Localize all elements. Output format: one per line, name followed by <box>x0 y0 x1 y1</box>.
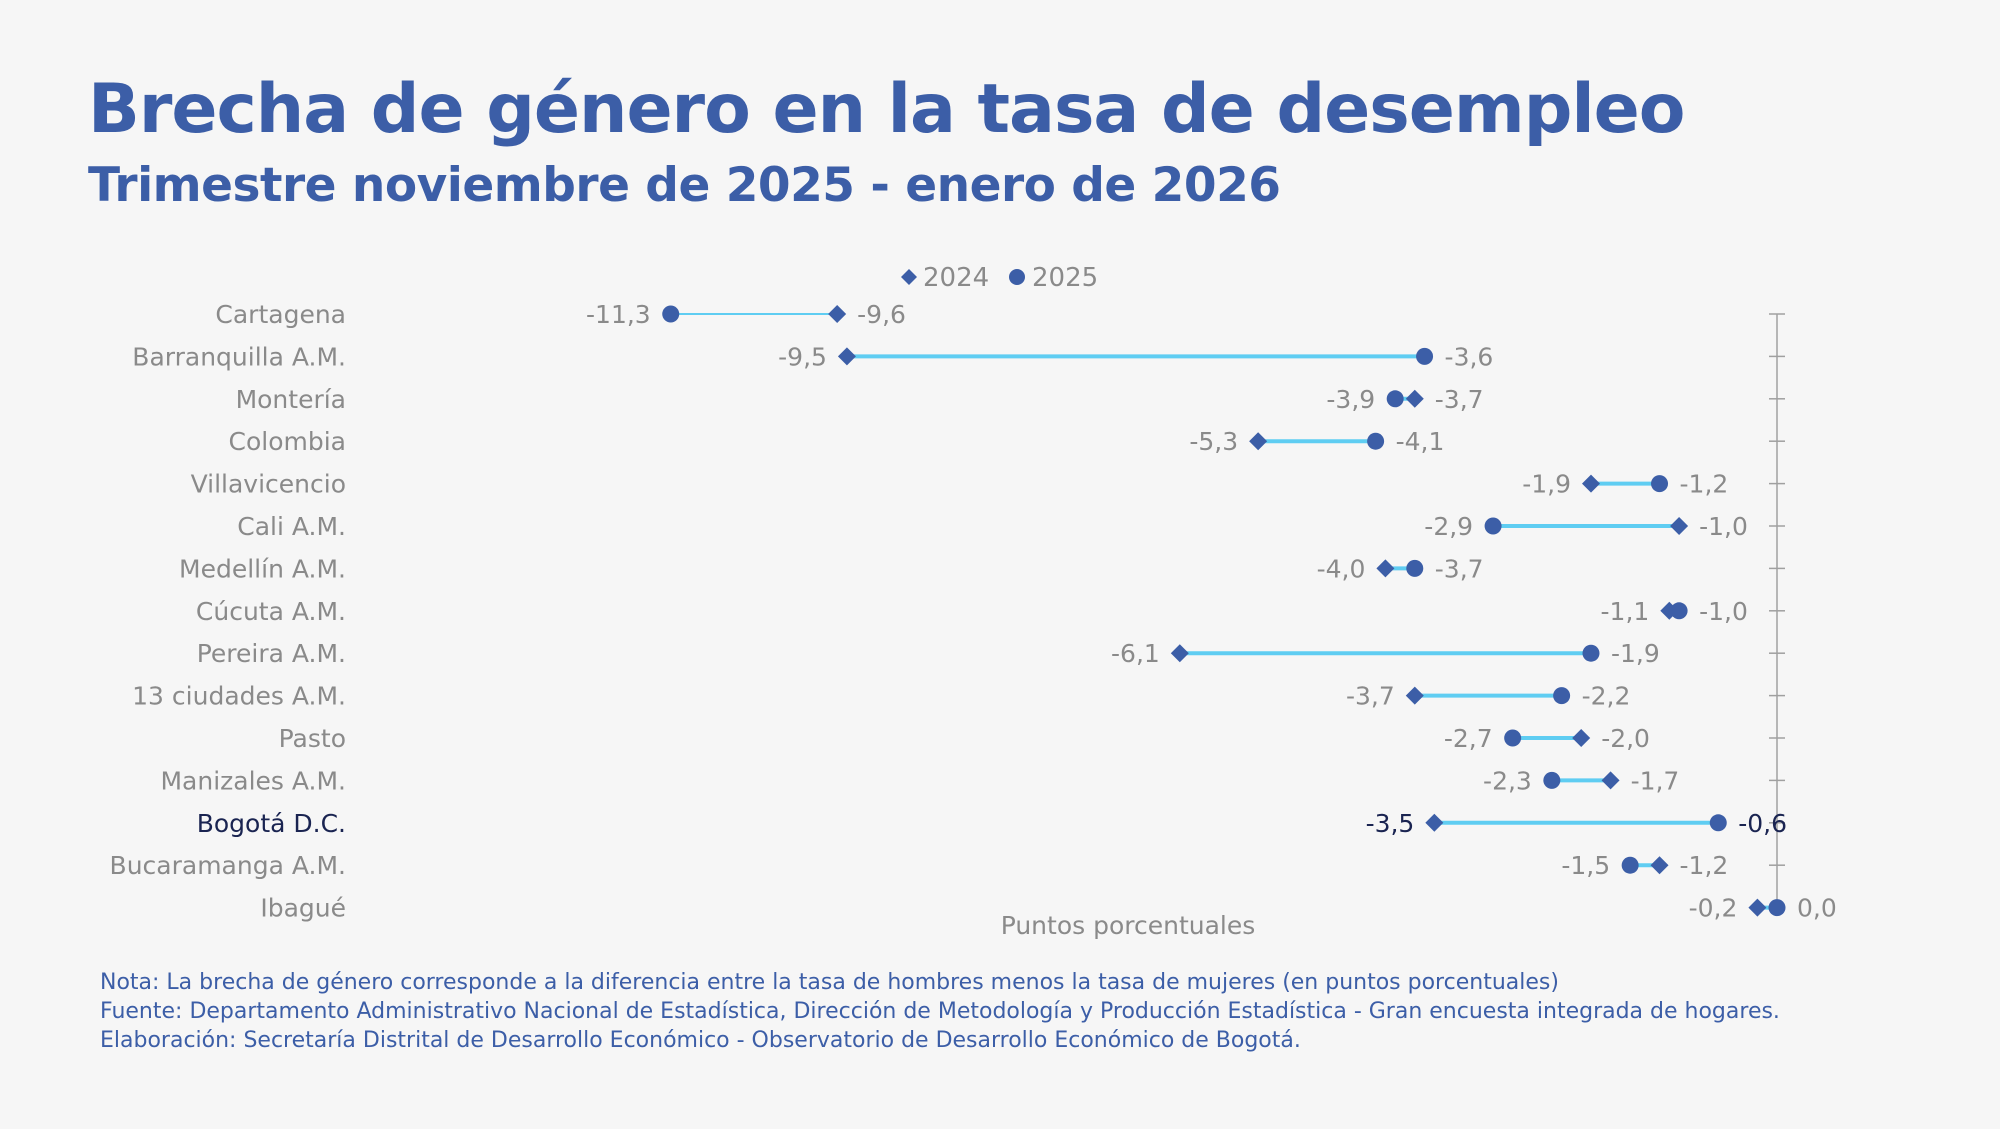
value-label: -3,5 <box>1366 809 1415 838</box>
note-text: Nota: La brecha de género corresponde a … <box>100 970 1559 995</box>
chart-notes: Nota: La brecha de género corresponde a … <box>100 968 1780 1055</box>
marker-2024 <box>1670 517 1689 535</box>
legend-label-2025: 2025 <box>1032 263 1098 293</box>
value-label: -3,7 <box>1435 554 1484 583</box>
value-label: -2,0 <box>1601 724 1650 753</box>
chart-subtitle: Trimestre noviembre de 2025 - enero de 2… <box>88 158 1281 213</box>
marker-2025 <box>1621 856 1639 874</box>
category-label: Colombia <box>229 427 346 456</box>
value-label: -2,7 <box>1444 724 1493 753</box>
marker-2025 <box>1651 475 1669 493</box>
value-label: -2,2 <box>1582 682 1631 711</box>
value-label: -11,3 <box>586 300 651 329</box>
marker-2025 <box>662 305 680 323</box>
marker-2025 <box>1709 814 1727 832</box>
marker-2025 <box>1582 644 1600 662</box>
value-label: -9,5 <box>778 342 827 371</box>
category-label: 13 ciudades A.M. <box>132 682 346 711</box>
category-label: Bucaramanga A.M. <box>110 851 346 880</box>
category-label: Ibagué <box>260 894 346 923</box>
value-label: -1,1 <box>1601 597 1650 626</box>
marker-2024 <box>828 305 847 323</box>
value-label: -0,6 <box>1738 809 1787 838</box>
value-label: -1,2 <box>1680 470 1729 499</box>
value-label: -1,7 <box>1631 766 1680 795</box>
value-label: -1,9 <box>1522 470 1571 499</box>
marker-2024 <box>1425 813 1444 832</box>
value-label: -5,3 <box>1189 427 1238 456</box>
marker-2025 <box>1504 729 1522 747</box>
value-label: -1,0 <box>1699 512 1748 541</box>
value-label: -2,3 <box>1483 766 1532 795</box>
x-axis-label: Puntos porcentuales <box>1001 911 1256 940</box>
value-label: 0,0 <box>1797 894 1837 923</box>
marker-2025 <box>1406 559 1424 577</box>
value-label: -3,7 <box>1346 682 1395 711</box>
marker-2025 <box>1768 899 1786 917</box>
value-label: -3,7 <box>1435 385 1484 414</box>
category-label: Cúcuta A.M. <box>196 597 346 626</box>
value-label: -1,9 <box>1611 639 1660 668</box>
legend-diamond-icon <box>901 269 917 285</box>
value-label: -0,2 <box>1689 894 1738 923</box>
marker-2024 <box>1572 729 1591 747</box>
category-label: Villavicencio <box>191 470 346 499</box>
marker-2024 <box>1376 559 1395 578</box>
marker-2025 <box>1553 687 1571 705</box>
marker-2025 <box>1670 602 1688 620</box>
category-label: Manizales A.M. <box>160 766 346 795</box>
value-label: -3,6 <box>1445 342 1494 371</box>
category-label: Cali A.M. <box>237 512 346 541</box>
value-label: -1,2 <box>1680 851 1729 880</box>
category-label: Medellín A.M. <box>179 554 346 583</box>
chart-title: Brecha de género en la tasa de desempleo <box>88 70 1686 149</box>
value-label: -4,0 <box>1317 554 1366 583</box>
value-label: -9,6 <box>857 300 906 329</box>
source-text: Fuente: Departamento Administrativo Naci… <box>100 999 1780 1024</box>
marker-2025 <box>1416 347 1434 365</box>
marker-2024 <box>1748 898 1767 917</box>
credits-text: Elaboración: Secretaría Distrital de Des… <box>100 1028 1301 1053</box>
marker-2024 <box>1601 771 1620 790</box>
marker-2024 <box>837 347 856 366</box>
category-label: Bogotá D.C. <box>197 809 346 838</box>
marker-2024 <box>1249 432 1268 451</box>
marker-2025 <box>1484 517 1502 535</box>
value-label: -6,1 <box>1111 639 1160 668</box>
marker-2025 <box>1367 432 1385 450</box>
category-label: Pasto <box>279 724 346 753</box>
category-label: Barranquilla A.M. <box>132 342 346 371</box>
marker-2024 <box>1581 474 1600 493</box>
marker-2024 <box>1650 856 1669 875</box>
value-label: -4,1 <box>1396 427 1445 456</box>
marker-2024 <box>1405 686 1424 705</box>
marker-2025 <box>1386 390 1404 408</box>
legend-label-2024: 2024 <box>923 263 989 293</box>
legend-circle-icon <box>1009 269 1025 285</box>
value-label: -3,9 <box>1326 385 1375 414</box>
marker-2025 <box>1543 771 1561 789</box>
marker-2024 <box>1405 389 1424 408</box>
value-label: -1,5 <box>1561 851 1610 880</box>
value-label: -1,0 <box>1699 597 1748 626</box>
category-label: Cartagena <box>215 300 346 329</box>
category-label: Pereira A.M. <box>197 639 346 668</box>
value-label: -2,9 <box>1424 512 1473 541</box>
marker-2024 <box>1170 644 1189 663</box>
category-label: Montería <box>236 385 346 414</box>
